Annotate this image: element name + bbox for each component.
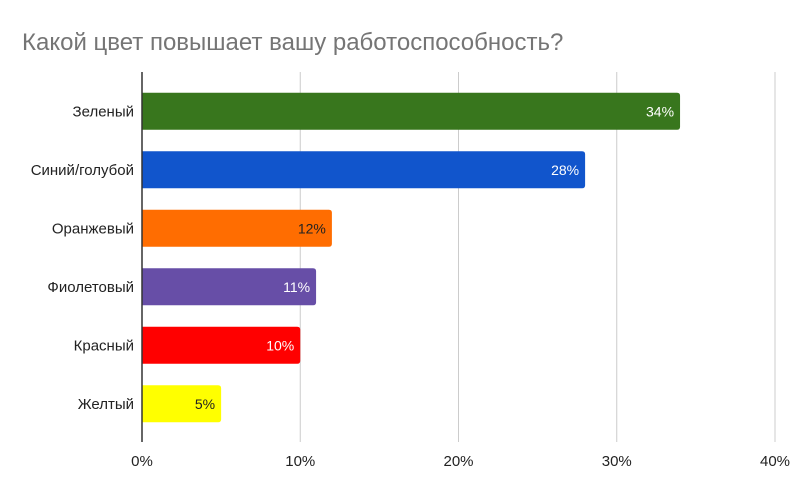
category-label: Синий/голубой — [31, 162, 134, 179]
data-label: 11% — [283, 279, 310, 295]
data-label: 34% — [646, 103, 674, 119]
gridlines — [299, 72, 776, 442]
data-label: 12% — [298, 220, 326, 236]
bar — [142, 92, 681, 130]
x-tick-label: 30% — [602, 453, 632, 470]
category-label: Оранжевый — [52, 220, 134, 237]
bar — [142, 151, 586, 189]
category-label: Фиолетовый — [47, 279, 134, 296]
bar — [142, 268, 317, 306]
x-tick-label: 40% — [760, 453, 790, 470]
x-axis-tick-labels: 0% 10% 20% 30% 40% — [131, 453, 790, 470]
category-label: Зеленый — [73, 103, 134, 120]
category-labels: Зеленый Синий/голубой Оранжевый Фиолетовый К… — [31, 103, 134, 413]
bar — [142, 385, 222, 423]
category-label: Красный — [74, 337, 134, 354]
data-label: 10% — [266, 337, 294, 353]
x-tick-label: 0% — [131, 453, 153, 470]
chart-title: Какой цвет повышает вашу работоспособнос… — [22, 29, 563, 56]
bar — [142, 326, 301, 364]
bar — [142, 209, 332, 247]
data-labels: 34% 28% 12% 11% 10% 5% — [195, 103, 674, 412]
data-label: 28% — [551, 162, 579, 178]
x-tick-label: 10% — [285, 453, 315, 470]
category-label: Желтый — [78, 396, 134, 413]
data-label: 5% — [195, 396, 215, 412]
x-tick-label: 20% — [443, 453, 473, 470]
bars — [142, 92, 681, 423]
